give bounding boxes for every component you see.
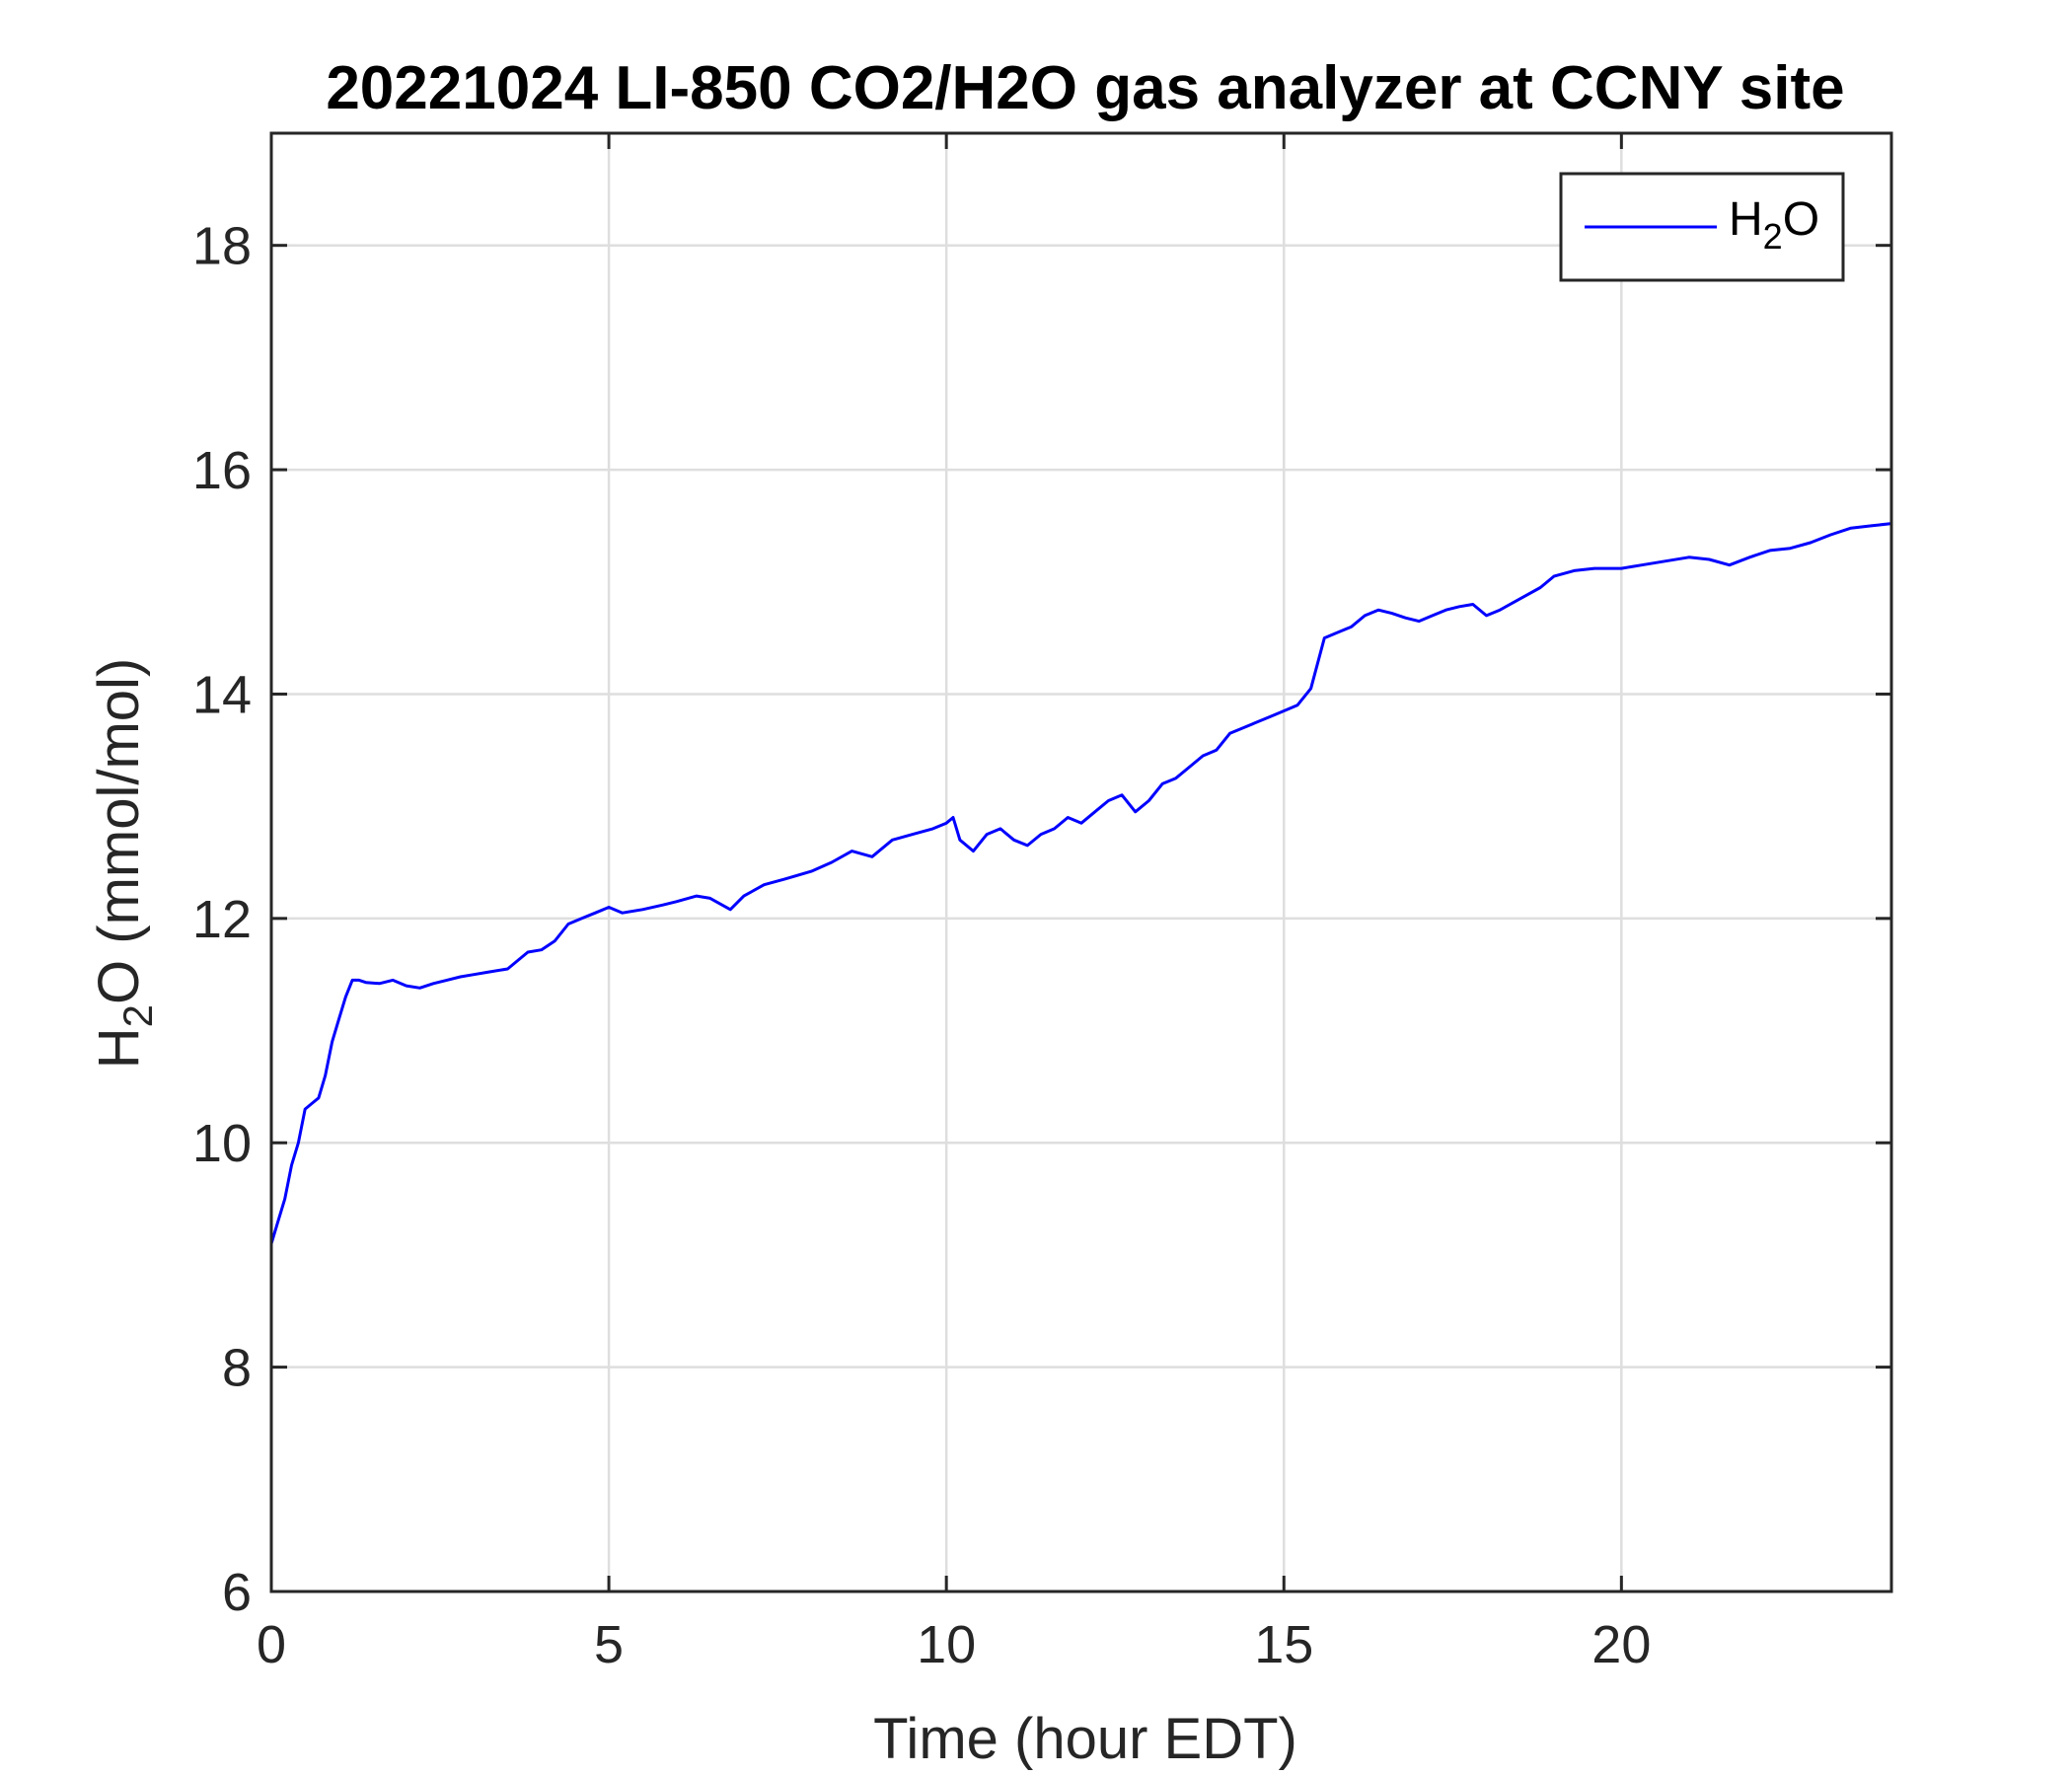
y-tick-labels: 6 8 10 12 14 16 18 (192, 217, 252, 1622)
y-axis-label-pre: H (87, 1027, 151, 1069)
y-tick-label: 18 (192, 217, 252, 276)
y-tick-label: 14 (192, 665, 252, 724)
x-axis-label: Time (hour EDT) (873, 1707, 1297, 1771)
x-tick-label: 5 (594, 1615, 624, 1674)
series-layer (269, 522, 1892, 1245)
y-tick-label: 10 (192, 1114, 252, 1173)
legend-label-post: O (1783, 193, 1819, 246)
y-tick-label: 16 (192, 441, 252, 500)
plot-area-frame (269, 131, 1893, 1593)
y-tick-label: 12 (192, 890, 252, 949)
legend-label-h2o: H2O (1729, 193, 1819, 257)
x-tick-label: 0 (257, 1615, 286, 1674)
x-tick-label: 15 (1254, 1615, 1313, 1674)
legend-label-pre: H (1729, 193, 1763, 246)
legend: H2O (1559, 172, 1845, 282)
y-tick-label: 6 (222, 1563, 252, 1622)
legend-label-sub: 2 (1763, 216, 1783, 257)
chart-title: 20221024 LI-850 CO2/H2O gas analyzer at … (326, 54, 1844, 122)
y-axis-label-sub: 2 (114, 1004, 161, 1027)
grid (269, 133, 1891, 1593)
x-tick-label: 10 (917, 1615, 976, 1674)
y-axis-label: H2O (mmol/mol) (87, 658, 161, 1069)
y-axis-label-post: O (mmol/mol) (87, 658, 151, 1004)
y-tick-label: 8 (222, 1339, 252, 1398)
x-tick-label: 20 (1591, 1615, 1651, 1674)
x-tick-labels: 0 5 10 15 20 (257, 1615, 1651, 1674)
series-line-h2o (269, 522, 1892, 1245)
tick-marks (269, 133, 1891, 1593)
